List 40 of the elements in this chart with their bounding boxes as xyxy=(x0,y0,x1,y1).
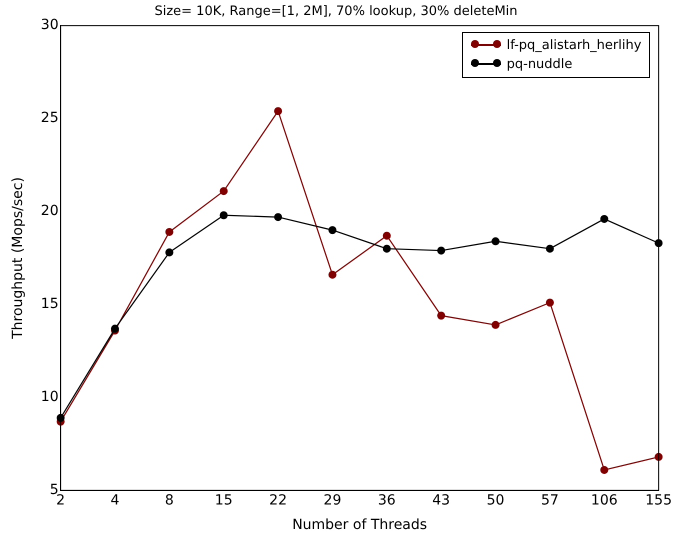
point xyxy=(437,246,446,255)
y-tick-label: 30 xyxy=(40,17,59,34)
y-tick-label: 15 xyxy=(40,296,59,312)
point xyxy=(600,466,608,474)
y-axis-title: Throughput (Mops/sec) xyxy=(10,177,26,340)
point xyxy=(546,244,554,253)
point xyxy=(328,270,336,279)
x-tick-label: 29 xyxy=(324,492,342,508)
point xyxy=(328,226,336,234)
y-tick-label: 10 xyxy=(40,389,59,406)
y-tick-label: 20 xyxy=(40,203,59,220)
x-tick-label: 15 xyxy=(214,492,233,508)
x-tick-label: 155 xyxy=(645,492,672,508)
point xyxy=(382,232,391,240)
point xyxy=(546,298,554,307)
point xyxy=(165,228,174,236)
chart-title: Size= 10K, Range=[1, 2M], 70% lookup, 30% deleteMin xyxy=(154,4,518,20)
y-tick-label: 25 xyxy=(40,110,59,126)
point xyxy=(220,187,228,196)
point xyxy=(274,213,282,222)
point xyxy=(274,107,282,116)
x-tick-label: 4 xyxy=(110,492,120,508)
x-axis-title: Number of Threads xyxy=(292,517,428,534)
point xyxy=(492,237,500,246)
point xyxy=(220,211,228,220)
x-tick-label: 8 xyxy=(164,492,174,508)
x-tick-label: 106 xyxy=(590,492,618,508)
point xyxy=(492,320,500,329)
point xyxy=(165,248,174,256)
x-tick-label: 57 xyxy=(540,492,559,508)
x-tick-label: 50 xyxy=(486,492,504,508)
point xyxy=(437,312,446,320)
legend-label: lf-pq_alistarh_herlihy xyxy=(506,38,642,53)
x-tick-label: 2 xyxy=(56,492,66,508)
point xyxy=(382,244,391,253)
x-tick-label: 22 xyxy=(269,492,287,508)
x-tick-label: 43 xyxy=(432,492,450,508)
x-tick-label: 36 xyxy=(378,492,396,508)
point xyxy=(600,214,608,223)
legend-label: pq-nuddle xyxy=(506,56,572,72)
